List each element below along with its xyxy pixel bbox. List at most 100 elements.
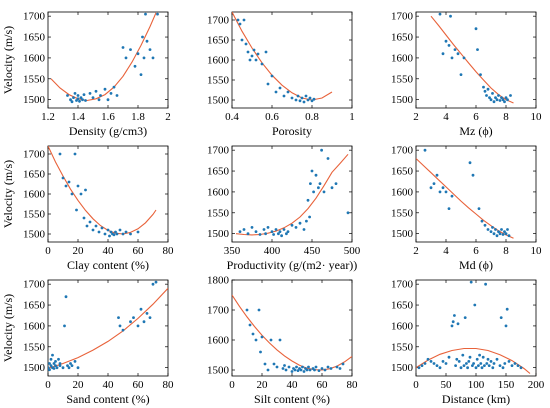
data-point (48, 362, 51, 365)
data-point (503, 230, 506, 234)
data-point (435, 173, 439, 177)
data-point (329, 367, 333, 370)
data-point (294, 226, 298, 229)
data-point (238, 22, 242, 26)
data-point (236, 18, 240, 22)
x-tick-label: 4 (443, 245, 449, 257)
data-point (139, 307, 143, 311)
data-point (251, 332, 255, 336)
data-point (504, 232, 508, 236)
data-point (519, 366, 523, 370)
data-point (504, 324, 508, 328)
plot-data (48, 146, 157, 238)
data-point (498, 232, 502, 236)
x-tick-label: 350 (224, 245, 241, 257)
axis-box (415, 145, 537, 243)
data-point (272, 233, 275, 236)
y-tick-label: 1650 (207, 166, 230, 178)
data-point (144, 12, 147, 16)
data-point (478, 353, 481, 357)
plot-data (416, 148, 514, 239)
y-tick-label: 1700 (23, 279, 46, 291)
y-tick-label: 1500 (23, 94, 46, 106)
data-point (266, 82, 270, 86)
data-point (254, 230, 258, 234)
data-point (318, 182, 322, 186)
chart-panel-5: 350 400 450 500 1500 1550 1600 1650 1700 Producti… (207, 145, 361, 272)
data-point (497, 230, 500, 234)
data-point (252, 48, 256, 52)
data-point (417, 366, 421, 370)
data-point (129, 48, 132, 51)
x-tick-label: 50 (441, 379, 453, 391)
data-point (280, 234, 283, 238)
chart-panel-1: 1.2 1.4 1.6 1.8 2 1500 1550 1600 1650 1700 Density… (1, 11, 171, 138)
data-point (85, 224, 89, 228)
data-point (485, 362, 489, 365)
x-tick-label: 6 (473, 245, 479, 257)
data-point (441, 360, 445, 363)
data-point (444, 190, 448, 194)
data-point (495, 357, 499, 361)
data-point (69, 362, 72, 365)
data-point (483, 364, 486, 367)
data-point (467, 360, 471, 363)
data-point (453, 48, 457, 51)
y-tick-label: 1700 (207, 15, 230, 27)
data-point (302, 370, 306, 373)
x-tick-label: 0.8 (305, 111, 319, 123)
data-point (82, 93, 86, 96)
data-point (476, 48, 479, 51)
data-point (260, 62, 264, 66)
x-tick-label: 0 (229, 379, 235, 391)
data-point (250, 54, 254, 58)
data-point (465, 362, 468, 365)
data-point (54, 360, 57, 363)
data-point (76, 94, 80, 97)
y-tick-label: 1550 (207, 207, 230, 219)
plot-data (232, 12, 333, 104)
data-point (64, 184, 68, 188)
data-point (79, 96, 83, 99)
y-tick-label: 1600 (207, 186, 230, 198)
data-point (494, 96, 497, 99)
data-point (283, 364, 286, 367)
data-point (474, 366, 478, 370)
data-point (151, 56, 155, 60)
data-point (82, 216, 86, 220)
x-axis-label: Md (ϕ) (459, 258, 493, 272)
x-tick-label: 0.6 (265, 111, 279, 123)
data-point (244, 42, 248, 46)
data-point (310, 169, 314, 173)
data-point (263, 362, 267, 366)
x-tick-label: 0 (45, 379, 51, 391)
data-point (287, 365, 291, 369)
fit-curve (430, 15, 514, 104)
x-tick-label: 80 (163, 245, 175, 257)
data-point (473, 303, 477, 307)
x-tick-label: 40 (103, 379, 115, 391)
data-point (108, 234, 111, 238)
y-tick-label: 1500 (23, 229, 46, 241)
data-point (301, 365, 304, 369)
data-point (269, 338, 273, 342)
fit-curve (48, 287, 168, 370)
data-point (453, 314, 456, 317)
plot-data (48, 280, 168, 372)
data-point (472, 362, 475, 365)
x-axis-label: Productivity (g/(m2· year)) (227, 258, 358, 272)
data-point (441, 186, 445, 190)
data-point (136, 52, 140, 56)
x-axis-label: Density (g/cm3) (69, 124, 147, 138)
fit-curve (416, 347, 531, 374)
data-point (489, 360, 493, 363)
data-point (300, 96, 304, 100)
data-point (52, 367, 56, 370)
data-point (510, 364, 514, 367)
data-point (305, 219, 308, 223)
data-point (429, 360, 433, 363)
data-point (492, 362, 496, 365)
y-tick-label: 1700 (23, 11, 46, 23)
x-tick-label: 1.6 (101, 111, 115, 123)
